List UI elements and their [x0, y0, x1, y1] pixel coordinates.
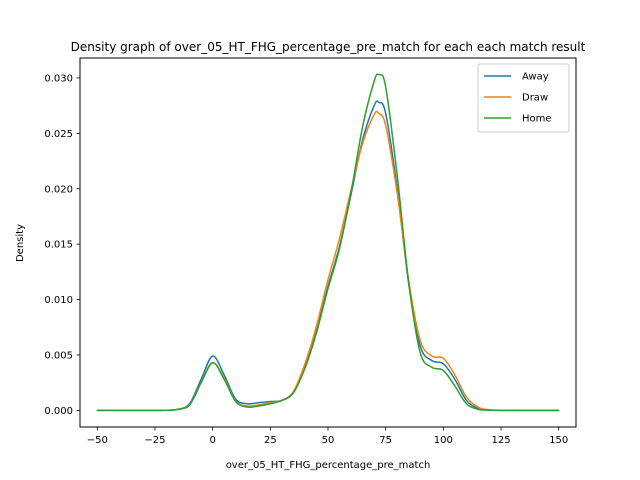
legend-label-draw: Draw	[522, 93, 548, 104]
y-tick-label: 0.030	[44, 73, 73, 84]
y-tick-label: 0.020	[44, 184, 73, 195]
x-tick-label: 150	[549, 435, 568, 446]
x-tick-label: −25	[144, 435, 165, 446]
x-axis: −50 −25 0 25 50 75 100 125 150	[87, 427, 568, 446]
legend-label-home: Home	[522, 114, 552, 125]
y-axis-label: Density	[15, 224, 26, 262]
x-tick-label: 75	[379, 435, 392, 446]
y-tick-label: 0.005	[44, 350, 73, 361]
x-tick-label: 0	[209, 435, 215, 446]
legend-box	[477, 63, 570, 133]
x-tick-label: 100	[434, 435, 453, 446]
series-layer	[96, 73, 560, 412]
x-tick-label: 125	[491, 435, 510, 446]
x-axis-label: over_05_HT_FHG_percentage_pre_match	[226, 460, 431, 471]
y-tick-label: 0.010	[44, 295, 73, 306]
y-tick-label: 0.015	[44, 240, 73, 251]
y-tick-label: 0.000	[44, 406, 73, 417]
y-axis: 0.000 0.005 0.010 0.015 0.020 0.025 0.030	[44, 73, 80, 417]
series-line-home	[96, 73, 560, 412]
x-tick-label: −50	[87, 435, 108, 446]
chart-title: Density graph of over_05_HT_FHG_percenta…	[71, 40, 586, 54]
legend-label-away: Away	[522, 72, 549, 83]
legend: Away Draw Home	[477, 63, 570, 133]
x-tick-label: 25	[264, 435, 277, 446]
y-tick-label: 0.025	[44, 129, 73, 140]
x-tick-label: 50	[322, 435, 335, 446]
